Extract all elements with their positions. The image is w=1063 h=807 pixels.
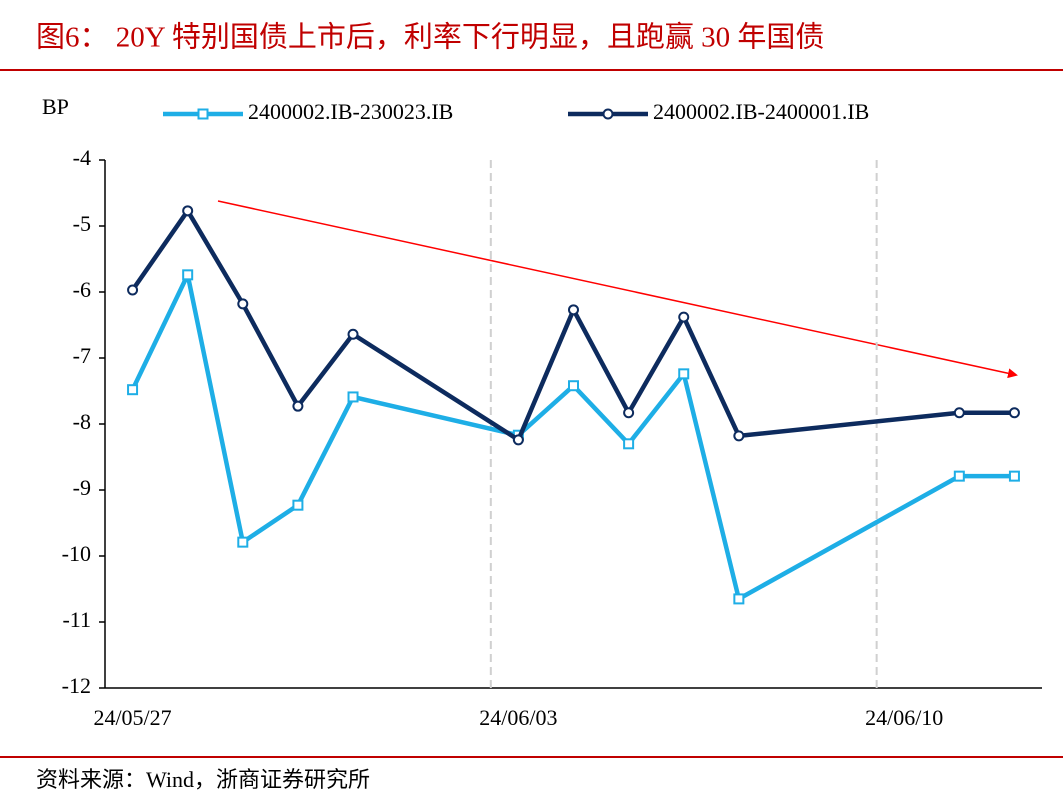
data-point xyxy=(623,438,635,450)
data-point xyxy=(127,284,139,296)
data-point xyxy=(512,434,524,446)
data-point xyxy=(733,593,745,605)
data-point xyxy=(623,407,635,419)
x-tick-label: 24/05/27 xyxy=(93,705,171,730)
data-point xyxy=(292,400,304,412)
legend-marker xyxy=(197,108,209,120)
legend-label: 2400002.IB-2400001.IB xyxy=(653,99,869,124)
x-tick-label: 24/06/10 xyxy=(865,705,943,730)
data-point xyxy=(678,368,690,380)
y-tick-label: -4 xyxy=(73,145,91,170)
y-tick-label: -8 xyxy=(73,409,91,434)
y-tick-label: -7 xyxy=(73,343,91,368)
y-tick-label: -12 xyxy=(62,673,91,698)
data-point xyxy=(347,328,359,340)
y-tick-label: -11 xyxy=(62,607,91,632)
series-line xyxy=(130,272,1015,602)
data-point xyxy=(237,298,249,310)
data-point xyxy=(568,304,579,316)
data-point xyxy=(237,536,249,548)
y-tick-label: -9 xyxy=(73,475,91,500)
legend-marker xyxy=(602,108,614,120)
data-point xyxy=(292,499,304,511)
data-point xyxy=(568,380,579,392)
source-note: 资料来源：Wind，浙商证券研究所 xyxy=(36,767,370,792)
data-point xyxy=(678,311,690,323)
data-point xyxy=(347,391,359,403)
y-tick-label: -6 xyxy=(73,277,91,302)
data-point xyxy=(127,384,139,396)
legend-label: 2400002.IB-230023.IB xyxy=(248,99,453,124)
data-point xyxy=(733,430,745,442)
x-tick-label: 24/06/03 xyxy=(479,705,557,730)
data-point xyxy=(1008,407,1020,419)
trend-arrow xyxy=(217,200,1018,379)
data-point xyxy=(953,407,965,419)
y-tick-label: -10 xyxy=(62,541,91,566)
chart-title: 图6： 20Y 特别国债上市后，利率下行明显，且跑赢 30 年国债 xyxy=(36,21,824,54)
series-line xyxy=(130,208,1015,443)
data-point xyxy=(182,269,194,281)
y-axis-label: BP xyxy=(42,94,69,119)
data-point xyxy=(182,205,194,217)
data-point xyxy=(953,470,965,482)
data-point xyxy=(1008,470,1020,482)
y-tick-label: -5 xyxy=(73,211,91,236)
